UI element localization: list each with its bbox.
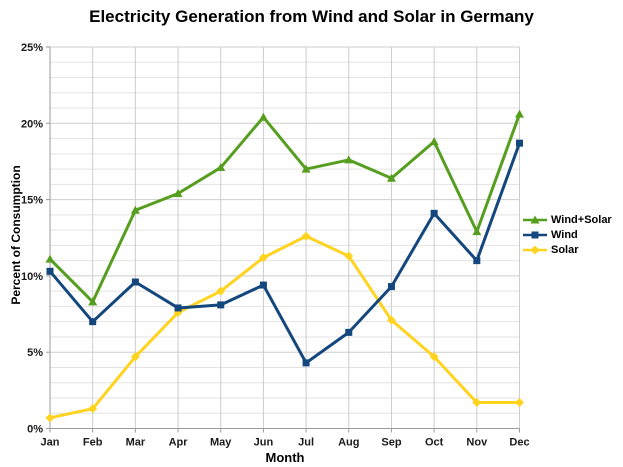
data-point-triangle [386, 173, 396, 182]
data-point-square [131, 278, 139, 286]
data-point-square [217, 301, 225, 309]
data-point-triangle [216, 163, 226, 172]
y-tick-label: 25% [21, 42, 43, 54]
x-tick-label: Jul [298, 437, 314, 449]
series-wind [46, 139, 523, 367]
x-tick-label: Jun [254, 437, 274, 449]
data-point-square [531, 231, 539, 238]
data-point-triangle [258, 112, 268, 121]
data-point-triangle [173, 188, 183, 197]
data-point-triangle [301, 164, 311, 173]
data-point-square [345, 328, 353, 336]
data-point-square [259, 281, 267, 289]
y-tick-label: 0% [27, 424, 43, 436]
legend-label: Wind [551, 228, 578, 241]
series-line [48, 141, 521, 365]
data-point-diamond [386, 315, 396, 325]
data-point-square [174, 304, 182, 312]
x-tick-label: May [210, 437, 232, 449]
y-tick-label: 5% [27, 347, 43, 359]
data-point-diamond [344, 251, 354, 261]
wind-line-icon [523, 231, 547, 238]
x-tick-label: Dec [509, 437, 529, 449]
gridlines [50, 46, 520, 429]
series-solar [45, 231, 524, 423]
wind-solar-line-icon [523, 215, 547, 223]
legend-item-wind-solar: Wind+Solar [522, 213, 612, 226]
data-point-diamond [515, 398, 524, 408]
axes [46, 46, 520, 433]
data-point-diamond [530, 245, 540, 254]
data-point-triangle [515, 109, 524, 118]
data-point-diamond [429, 352, 439, 362]
data-point-triangle [530, 215, 540, 223]
data-point-diamond [130, 352, 140, 362]
data-point-triangle [88, 297, 98, 306]
data-point-diamond [45, 413, 55, 423]
data-point-square [387, 283, 395, 291]
legend-label: Wind+Solar [551, 213, 612, 226]
data-point-square [46, 267, 54, 275]
legend-label: Solar [551, 243, 579, 256]
y-axis-title: Percent of Consumption [9, 165, 23, 305]
data-point-triangle [130, 205, 140, 214]
legend-item-solar: Solar [522, 243, 612, 256]
y-tick-label: 15% [21, 195, 43, 207]
x-tick-label: Aug [338, 437, 359, 449]
x-tick-label: Feb [83, 437, 103, 449]
series-wind-solar [45, 109, 524, 306]
data-point-square [89, 318, 97, 326]
data-point-square [430, 209, 438, 217]
series-line [48, 234, 521, 420]
tick-labels: 0% 5% 10% 15% 20% 25% Jan Feb Mar Apr May Jun Jul Aug… [21, 42, 530, 449]
data-point-triangle [344, 155, 354, 164]
x-tick-label: Mar [126, 437, 146, 449]
data-point-square [302, 359, 310, 367]
data-point-square [473, 257, 481, 265]
data-point-diamond [472, 398, 482, 408]
x-axis-title: Month [265, 450, 305, 465]
x-tick-label: Jan [41, 437, 60, 449]
data-point-triangle [45, 254, 55, 263]
x-tick-label: Nov [466, 437, 488, 449]
x-tick-label: Oct [425, 437, 444, 449]
solar-line-icon [523, 245, 547, 254]
y-tick-label: 20% [21, 118, 43, 130]
y-tick-label: 10% [21, 271, 43, 283]
data-point-diamond [301, 231, 311, 241]
data-point-triangle [472, 227, 482, 236]
chart-title: Electricity Generation from Wind and Sol… [89, 7, 534, 26]
legend: Wind+Solar Wind Solar [522, 213, 612, 256]
data-point-diamond [216, 286, 226, 296]
x-tick-label: Apr [169, 437, 189, 449]
legend-item-wind: Wind [522, 228, 612, 241]
data-point-diamond [88, 404, 98, 414]
data-point-triangle [429, 137, 439, 146]
x-tick-label: Sep [381, 437, 401, 449]
data-point-square [516, 139, 523, 147]
data-point-diamond [258, 253, 268, 263]
series-line [48, 112, 521, 304]
